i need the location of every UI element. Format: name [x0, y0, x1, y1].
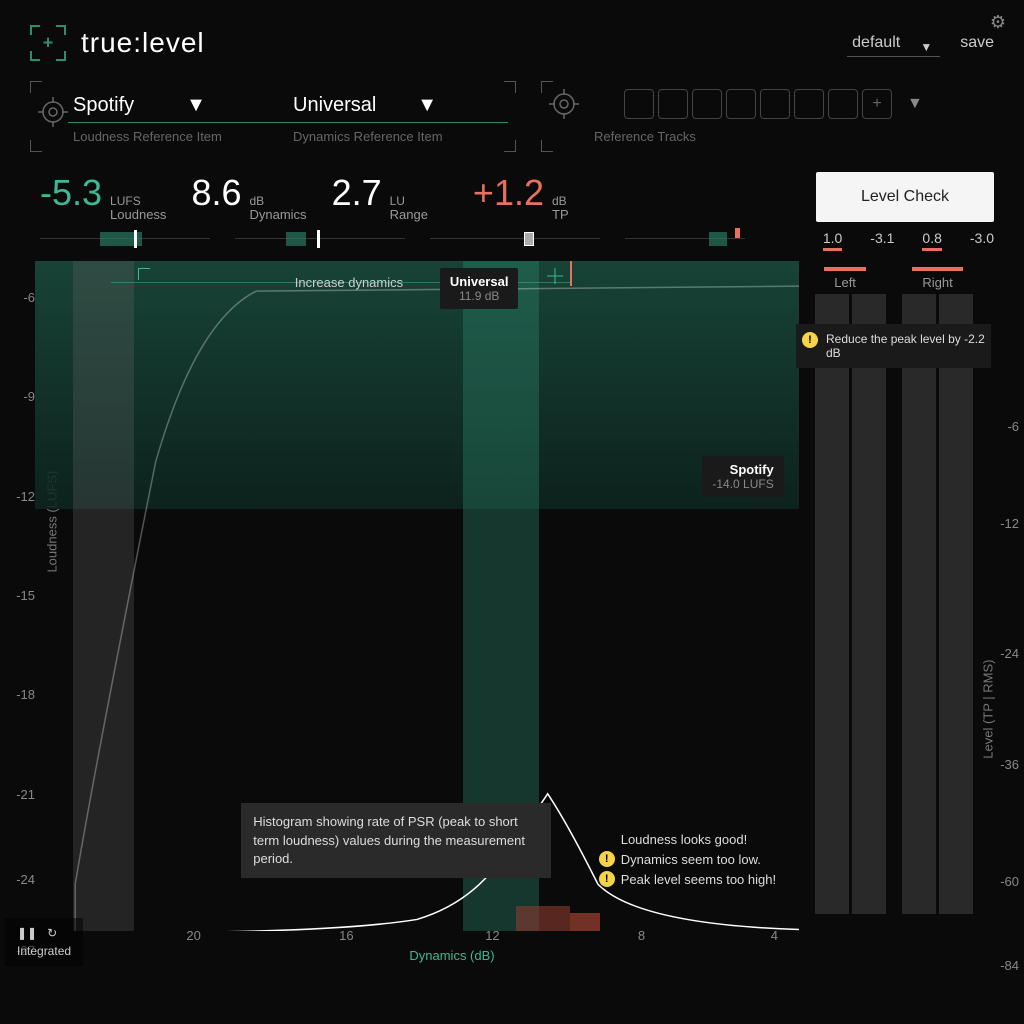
psr-tooltip: Histogram showing rate of PSR (peak to s…: [241, 803, 551, 878]
track-slot[interactable]: [624, 89, 654, 119]
metric-dynamics: 8.6 dBDynamics: [191, 172, 306, 222]
loudness-slider[interactable]: [40, 230, 210, 248]
meter-bar: [852, 294, 886, 914]
dynamics-slider[interactable]: [235, 230, 405, 248]
warning-icon: !: [599, 871, 615, 887]
metric-range: 2.7 LURange: [332, 172, 428, 222]
track-slot[interactable]: [658, 89, 688, 119]
meter-bar: [902, 294, 936, 914]
level-check-button[interactable]: Level Check: [816, 172, 994, 222]
track-slot[interactable]: [692, 89, 722, 119]
track-slot[interactable]: [828, 89, 858, 119]
settings-icon[interactable]: ⚙: [990, 12, 1006, 33]
reference-tracks-label: Reference Tracks: [594, 129, 923, 144]
app-title: true:level: [81, 27, 205, 59]
level-meters: Left Right ! Reduce the peak level by -2…: [801, 275, 986, 945]
track-slot[interactable]: [760, 89, 790, 119]
target-icon-left: [38, 97, 68, 127]
track-slot[interactable]: [794, 89, 824, 119]
main-chart[interactable]: Increase dynamics Universal 11.9 dB Spot…: [35, 261, 799, 931]
range-slider[interactable]: [430, 230, 600, 248]
loudness-reference-select[interactable]: Spotify▼: [68, 89, 288, 123]
pause-icon[interactable]: ❚❚: [17, 926, 37, 940]
increase-dynamics-label: Increase dynamics: [295, 275, 403, 290]
warning-icon: !: [802, 332, 818, 348]
y-axis-loudness: -6 -9 -12 -15 -18 -21 -24 -27: [5, 261, 35, 971]
dynamics-reference-select[interactable]: Universal▼: [288, 89, 508, 123]
x-axis-label: Dynamics (dB): [409, 948, 494, 963]
tp-readouts: 1.0 -3.1 0.8 -3.0: [823, 230, 994, 251]
spotify-tooltip: Spotify -14.0 LUFS: [702, 456, 783, 497]
track-slot[interactable]: [726, 89, 756, 119]
reference-track-slots: +: [624, 89, 892, 119]
target-icon-right: [549, 89, 579, 119]
y-axis-level-label: Level (TP | RMS): [981, 659, 996, 758]
peak-advice: ! Reduce the peak level by -2.2 dB: [796, 324, 991, 368]
dynamics-reference-label: Dynamics Reference Item: [288, 129, 508, 144]
warning-icon: !: [599, 851, 615, 867]
universal-tooltip: Universal 11.9 dB: [440, 268, 519, 309]
add-track-button[interactable]: +: [862, 89, 892, 119]
chevron-down-icon[interactable]: ▼: [907, 95, 923, 113]
metric-tp: +1.2 dBTP: [473, 172, 569, 222]
meter-right-label: Right: [922, 275, 952, 290]
reference-row: Spotify▼ Loudness Reference Item Univers…: [0, 71, 1024, 162]
status-messages: Loudness looks good! !Dynamics seem too …: [599, 831, 776, 891]
x-axis-dynamics: 20 16 12 8 4 Dynamics (dB): [120, 931, 784, 961]
logo-icon: +: [30, 25, 66, 61]
save-button[interactable]: save: [960, 34, 994, 52]
integration-mode[interactable]: Integrated: [17, 944, 71, 958]
metric-loudness: -5.3 LUFSLoudness: [40, 172, 166, 222]
playback-controls: ❚❚ ↻ Integrated: [5, 918, 83, 966]
reset-icon[interactable]: ↻: [47, 926, 57, 940]
loudness-reference-label: Loudness Reference Item: [68, 129, 288, 144]
y-axis-level: -6 -12 -24 -36 -60 -84: [989, 321, 1019, 971]
preset-select[interactable]: default: [847, 29, 940, 57]
mini-sliders: 1.0 -3.1 0.8 -3.0: [0, 222, 1024, 256]
tp-slider[interactable]: [625, 230, 745, 248]
header: + true:level default save: [0, 0, 1024, 71]
metrics-row: -5.3 LUFSLoudness 8.6 dBDynamics 2.7 LUR…: [0, 162, 1024, 222]
meter-bar: [939, 294, 973, 914]
meter-left-label: Left: [834, 275, 856, 290]
chart-area: -6 -9 -12 -15 -18 -21 -24 -27 Loudness (…: [0, 261, 1024, 971]
meter-bar: [815, 294, 849, 914]
